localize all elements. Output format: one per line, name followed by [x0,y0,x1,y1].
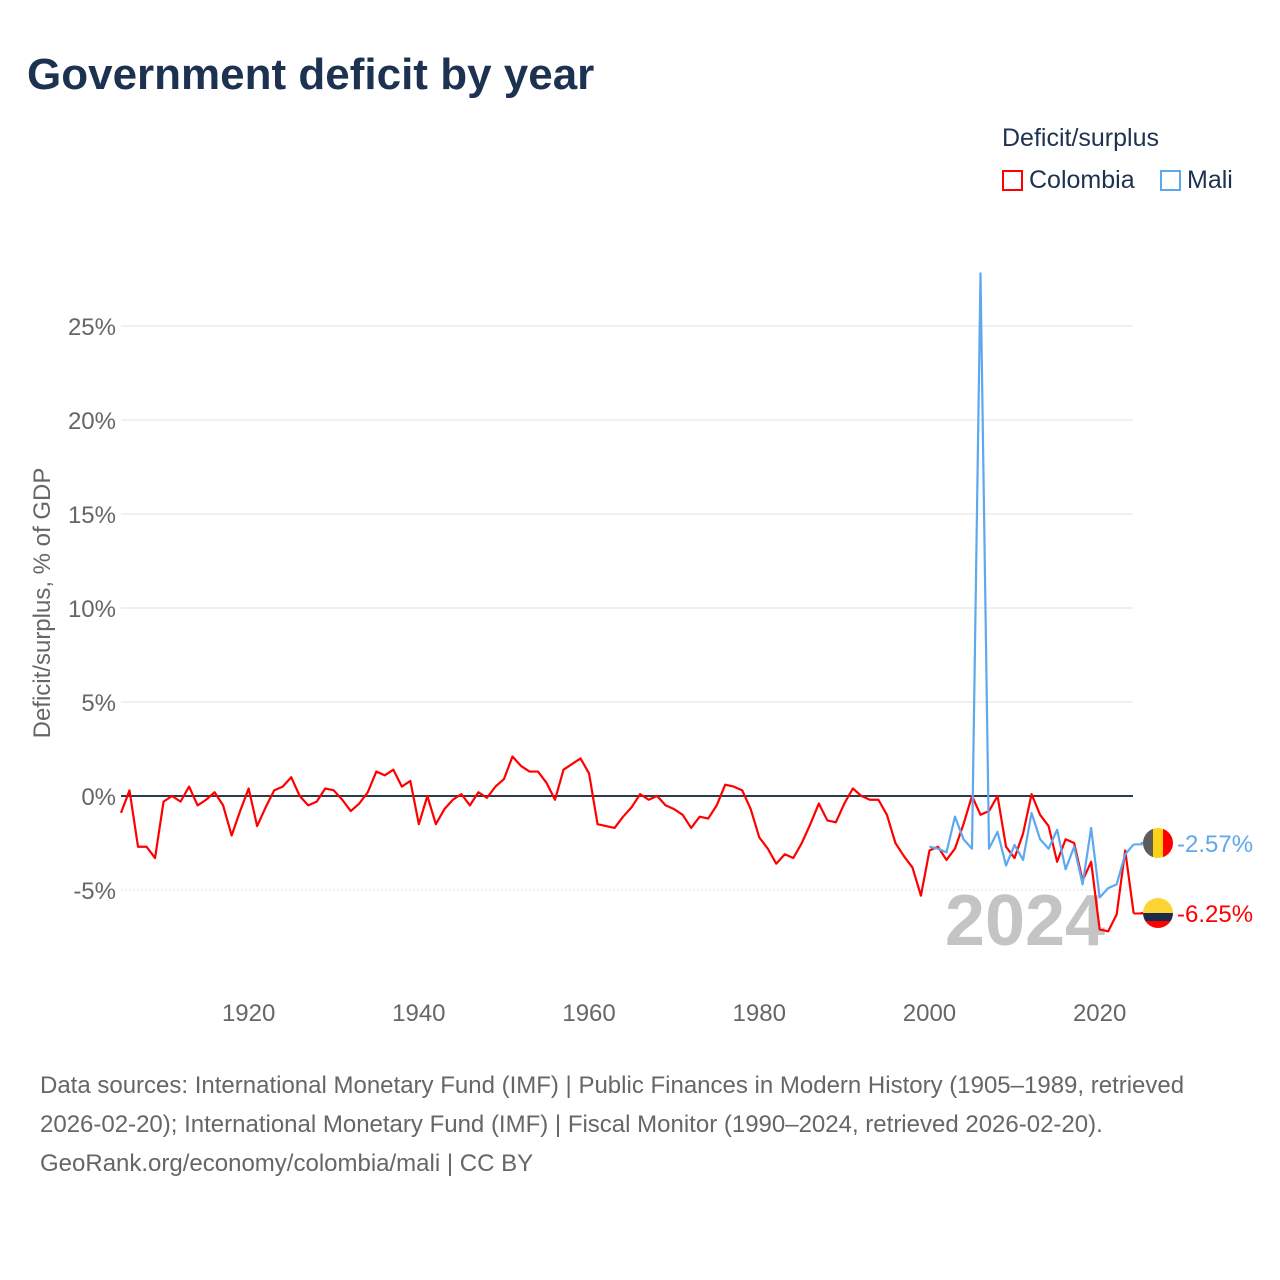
end-connector [1133,842,1143,846]
y-tick-label: 0% [81,784,116,811]
x-tick-label: 1940 [392,1000,445,1027]
x-tick-label: 1920 [222,1000,275,1027]
legend-swatch-colombia [1002,170,1023,191]
page-title: Government deficit by year [27,50,595,99]
end-value-label-colombia: -6.25% [1177,901,1253,928]
x-tick-label: 1980 [733,1000,786,1027]
line-chart: 2024 -5% 0% 5% 10% 15% 20% 25% 1920 1940 1960 1980 2… [29,272,1253,1027]
legend-item-colombia[interactable]: Colombia [1002,166,1135,195]
legend-label: Mali [1187,166,1233,194]
legend-label: Colombia [1029,166,1135,194]
y-tick-label: -5% [73,878,116,905]
x-tick-label: 1960 [562,1000,615,1027]
legend-item-mali[interactable]: Mali [1160,166,1233,195]
series-line-colombia [119,755,1135,933]
legend-title: Deficit/surplus [1002,124,1159,152]
end-connector [1133,912,1143,915]
footer: Data sources: International Monetary Fun… [40,1066,1240,1183]
x-tick-label: 2020 [1073,1000,1126,1027]
x-tick-label: 2000 [903,1000,956,1027]
y-tick-label: 10% [68,596,116,623]
y-tick-label: 5% [81,690,116,717]
y-tick-label: 15% [68,502,116,529]
data-sources: Data sources: International Monetary Fun… [40,1072,1185,1138]
source-link[interactable]: GeoRank.org/economy/colombia/mali | CC B… [40,1150,534,1177]
flag-colombia-icon [1143,898,1173,928]
y-tick-label: 25% [68,314,116,341]
series-line-mali [929,272,1135,899]
y-axis-label: Deficit/surplus, % of GDP [29,468,56,739]
legend-swatch-mali [1160,170,1181,191]
year-watermark: 2024 [945,881,1105,961]
end-value-label-mali: -2.57% [1177,831,1253,858]
y-tick-label: 20% [68,408,116,435]
flag-mali-icon [1143,828,1173,858]
